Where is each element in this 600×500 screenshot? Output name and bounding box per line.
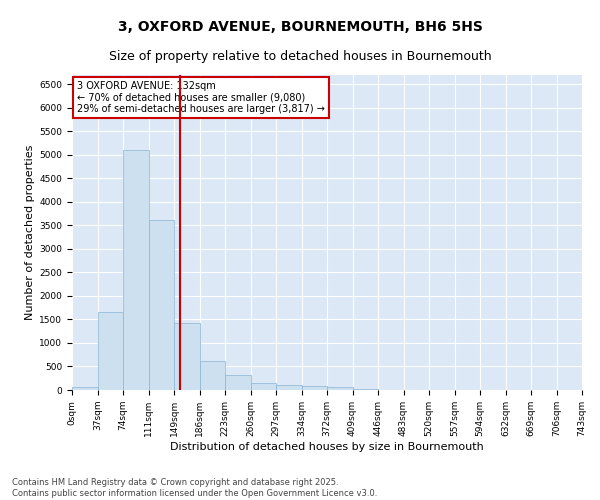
Bar (72, 386, 97, 390)
Bar (276, 385, 302, 390)
Bar (199, 362, 225, 390)
Bar (353, 389, 378, 390)
Bar (149, 220, 174, 390)
Text: 3, OXFORD AVENUE, BOURNEMOUTH, BH6 5HS: 3, OXFORD AVENUE, BOURNEMOUTH, BH6 5HS (118, 20, 482, 34)
Text: Contains HM Land Registry data © Crown copyright and database right 2025.
Contai: Contains HM Land Registry data © Crown c… (12, 478, 377, 498)
Y-axis label: Number of detached properties: Number of detached properties (25, 145, 35, 320)
X-axis label: Distribution of detached houses by size in Bournemouth: Distribution of detached houses by size … (170, 442, 484, 452)
Text: Size of property relative to detached houses in Bournemouth: Size of property relative to detached ho… (109, 50, 491, 63)
Bar (97, 312, 123, 390)
Bar (251, 383, 276, 390)
Bar (225, 376, 251, 390)
Bar (174, 323, 199, 390)
Text: 3 OXFORD AVENUE: 132sqm
← 70% of detached houses are smaller (9,080)
29% of semi: 3 OXFORD AVENUE: 132sqm ← 70% of detache… (77, 82, 325, 114)
Bar (123, 150, 149, 390)
Bar (327, 388, 353, 390)
Bar (302, 386, 327, 390)
